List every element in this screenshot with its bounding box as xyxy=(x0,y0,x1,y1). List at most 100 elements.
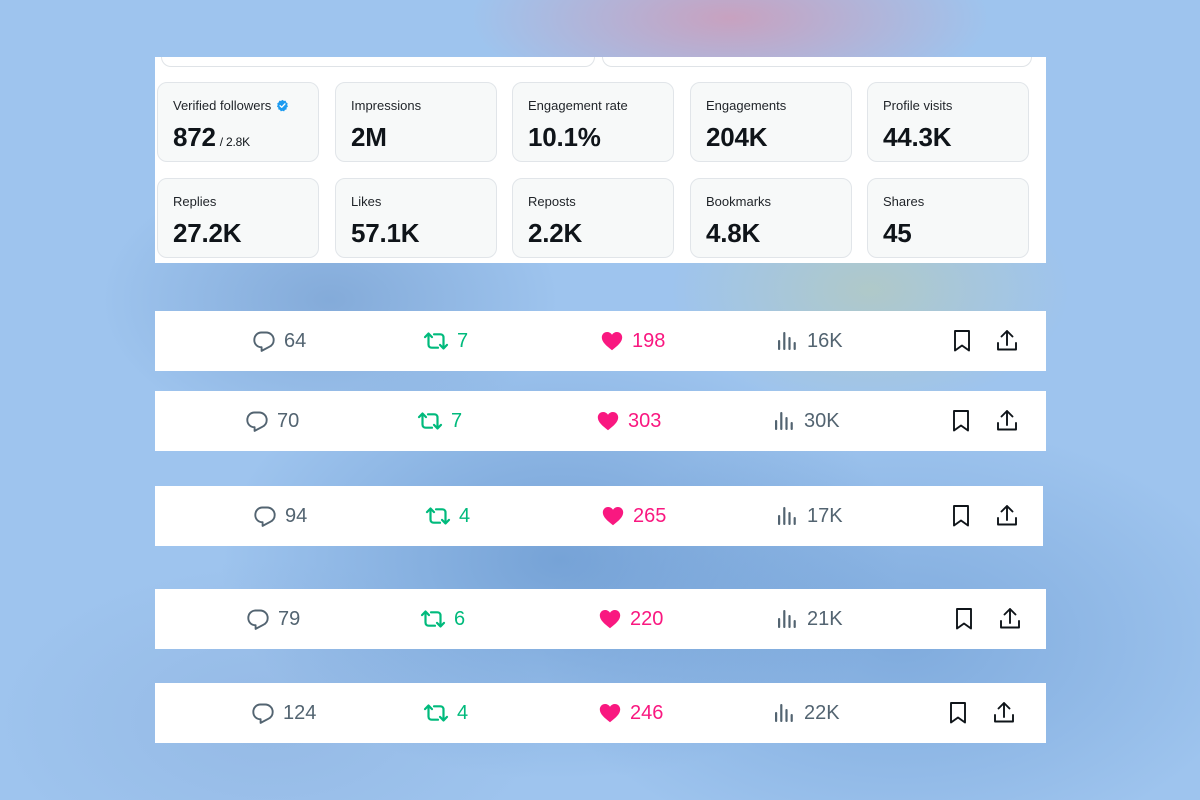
stat-card-replies[interactable]: Replies 27.2K xyxy=(157,178,319,258)
stat-card-reposts[interactable]: Reposts 2.2K xyxy=(512,178,674,258)
reply-icon xyxy=(246,607,270,631)
bookmark-icon xyxy=(949,408,973,434)
stat-value: 44.3K xyxy=(883,122,952,152)
stat-label: Verified followers xyxy=(173,97,272,113)
reply-button[interactable]: 70 xyxy=(245,391,299,451)
stat-card-engagements[interactable]: Engagements 204K xyxy=(690,82,852,162)
share-icon xyxy=(995,328,1019,354)
share-button[interactable] xyxy=(995,391,1019,451)
like-button-count: 246 xyxy=(630,701,664,724)
share-button[interactable] xyxy=(995,311,1019,371)
reply-icon xyxy=(253,504,277,528)
share-button[interactable] xyxy=(995,486,1019,546)
post-analytics-panel: Verified followers 872/ 2.8K Impressions… xyxy=(155,57,1046,263)
repost-icon xyxy=(417,409,443,433)
panel-top-fragment-left xyxy=(161,57,595,67)
views-button[interactable]: 30K xyxy=(772,391,840,451)
bookmark-button[interactable] xyxy=(946,683,970,743)
views-button-count: 16K xyxy=(807,329,843,352)
bookmark-button[interactable] xyxy=(952,589,976,649)
stat-card-shares[interactable]: Shares 45 xyxy=(867,178,1029,258)
views-button[interactable]: 17K xyxy=(775,486,843,546)
repost-button[interactable]: 4 xyxy=(425,486,470,546)
share-icon xyxy=(995,408,1019,434)
post-action-bar: 79 6 220 21K xyxy=(155,589,1046,649)
reply-button-count: 79 xyxy=(278,607,301,630)
stat-label: Engagement rate xyxy=(528,97,628,113)
stat-card-impressions[interactable]: Impressions 2M xyxy=(335,82,497,162)
reply-icon xyxy=(252,329,276,353)
repost-button[interactable]: 7 xyxy=(417,391,462,451)
share-button[interactable] xyxy=(992,683,1016,743)
reply-button-count: 70 xyxy=(277,409,300,432)
bookmark-icon xyxy=(952,606,976,632)
repost-button-count: 7 xyxy=(457,329,469,352)
like-button[interactable]: 198 xyxy=(600,311,665,371)
stat-card-likes[interactable]: Likes 57.1K xyxy=(335,178,497,258)
views-button[interactable]: 22K xyxy=(772,683,840,743)
stat-label: Reposts xyxy=(528,193,576,209)
views-button[interactable]: 21K xyxy=(775,589,843,649)
like-button-count: 198 xyxy=(632,329,666,352)
like-heart-icon xyxy=(598,701,622,725)
share-icon xyxy=(998,606,1022,632)
reply-button-count: 94 xyxy=(285,504,308,527)
stat-card-engagement-rate[interactable]: Engagement rate 10.1% xyxy=(512,82,674,162)
reply-icon xyxy=(245,409,269,433)
share-button[interactable] xyxy=(998,589,1022,649)
reply-icon xyxy=(251,701,275,725)
bookmark-button[interactable] xyxy=(949,486,973,546)
reply-button[interactable]: 64 xyxy=(252,311,306,371)
repost-button[interactable]: 6 xyxy=(420,589,465,649)
stat-label: Bookmarks xyxy=(706,193,772,209)
views-chart-icon xyxy=(772,701,796,725)
stat-card-verified-followers[interactable]: Verified followers 872/ 2.8K xyxy=(157,82,319,162)
like-button-count: 265 xyxy=(633,504,667,527)
stat-label: Replies xyxy=(173,193,217,209)
reply-button[interactable]: 79 xyxy=(246,589,300,649)
bookmark-button[interactable] xyxy=(949,391,973,451)
like-button-count: 220 xyxy=(630,607,664,630)
stat-card-bookmarks[interactable]: Bookmarks 4.8K xyxy=(690,178,852,258)
reply-button-count: 64 xyxy=(284,329,307,352)
like-heart-icon xyxy=(600,329,624,353)
bookmark-icon xyxy=(946,700,970,726)
repost-icon xyxy=(425,504,451,528)
stat-value: 27.2K xyxy=(173,218,242,248)
like-button[interactable]: 265 xyxy=(601,486,666,546)
views-button-count: 21K xyxy=(807,607,843,630)
like-button-count: 303 xyxy=(628,409,662,432)
stat-value: 10.1% xyxy=(528,122,601,152)
stat-label: Profile visits xyxy=(883,97,953,113)
stat-value: 4.8K xyxy=(706,218,761,248)
stat-value-wrap: 872/ 2.8K xyxy=(173,122,318,153)
views-chart-icon xyxy=(775,504,799,528)
repost-button[interactable]: 7 xyxy=(423,311,468,371)
reply-button-count: 124 xyxy=(283,701,317,724)
stat-label: Engagements xyxy=(706,97,787,113)
bookmark-icon xyxy=(949,503,973,529)
bookmark-button[interactable] xyxy=(950,311,974,371)
stat-value: 45 xyxy=(883,218,912,248)
share-icon xyxy=(995,503,1019,529)
repost-icon xyxy=(420,607,446,631)
repost-icon xyxy=(423,701,449,725)
views-chart-icon xyxy=(772,409,796,433)
stat-value: 2M xyxy=(351,122,387,152)
bookmark-icon xyxy=(950,328,974,354)
like-button[interactable]: 220 xyxy=(598,589,663,649)
repost-button[interactable]: 4 xyxy=(423,683,468,743)
reply-button[interactable]: 124 xyxy=(251,683,316,743)
like-button[interactable]: 303 xyxy=(596,391,661,451)
post-action-bar: 94 4 265 17K xyxy=(155,486,1043,546)
stat-card-profile-visits[interactable]: Profile visits 44.3K xyxy=(867,82,1029,162)
reply-button[interactable]: 94 xyxy=(253,486,307,546)
post-action-bar: 124 4 246 22K xyxy=(155,683,1046,743)
stat-label-wrap: Verified followers xyxy=(173,97,318,113)
views-button-count: 22K xyxy=(804,701,840,724)
stat-value: 872 xyxy=(173,122,216,152)
like-button[interactable]: 246 xyxy=(598,683,663,743)
panel-top-fragment-right xyxy=(602,57,1032,67)
views-button[interactable]: 16K xyxy=(775,311,843,371)
repost-button-count: 4 xyxy=(459,504,471,527)
